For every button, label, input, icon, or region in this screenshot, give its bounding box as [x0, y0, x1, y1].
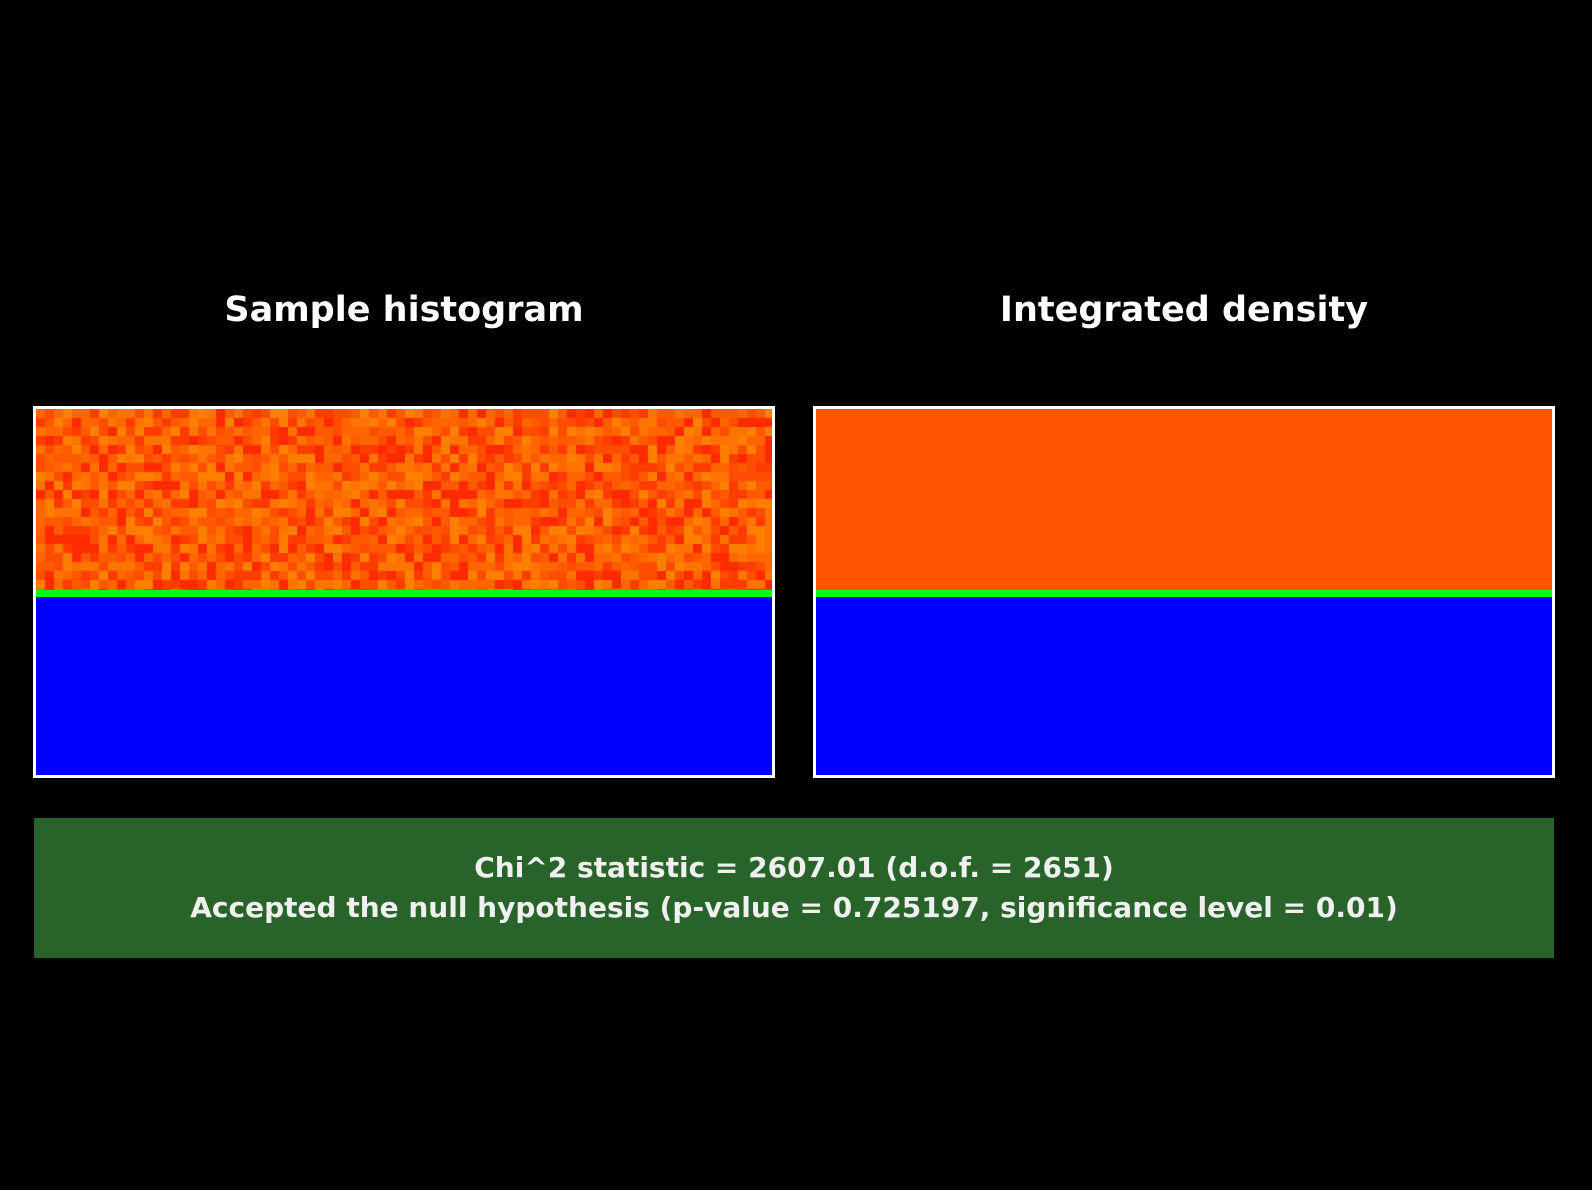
- integrated-density-hot-region: [816, 409, 1552, 590]
- sample-histogram-panel: [33, 406, 775, 778]
- integrated-density-boundary-line: [816, 590, 1552, 597]
- sample-histogram-boundary-line: [36, 590, 772, 597]
- null-hypothesis-text: Accepted the null hypothesis (p-value = …: [190, 891, 1398, 924]
- sample-histogram-noise-canvas: [36, 409, 772, 590]
- sample-histogram-hot-region: [36, 409, 772, 590]
- sample-histogram-cold-region: [36, 597, 772, 775]
- integrated-density-title: Integrated density: [999, 290, 1369, 330]
- chi-square-statistic-text: Chi^2 statistic = 2607.01 (d.o.f. = 2651…: [474, 851, 1114, 884]
- sample-histogram-title: Sample histogram: [224, 290, 584, 330]
- integrated-density-panel: [813, 406, 1555, 778]
- chi-square-result-box: Chi^2 statistic = 2607.01 (d.o.f. = 2651…: [34, 818, 1554, 958]
- integrated-density-cold-region: [816, 597, 1552, 775]
